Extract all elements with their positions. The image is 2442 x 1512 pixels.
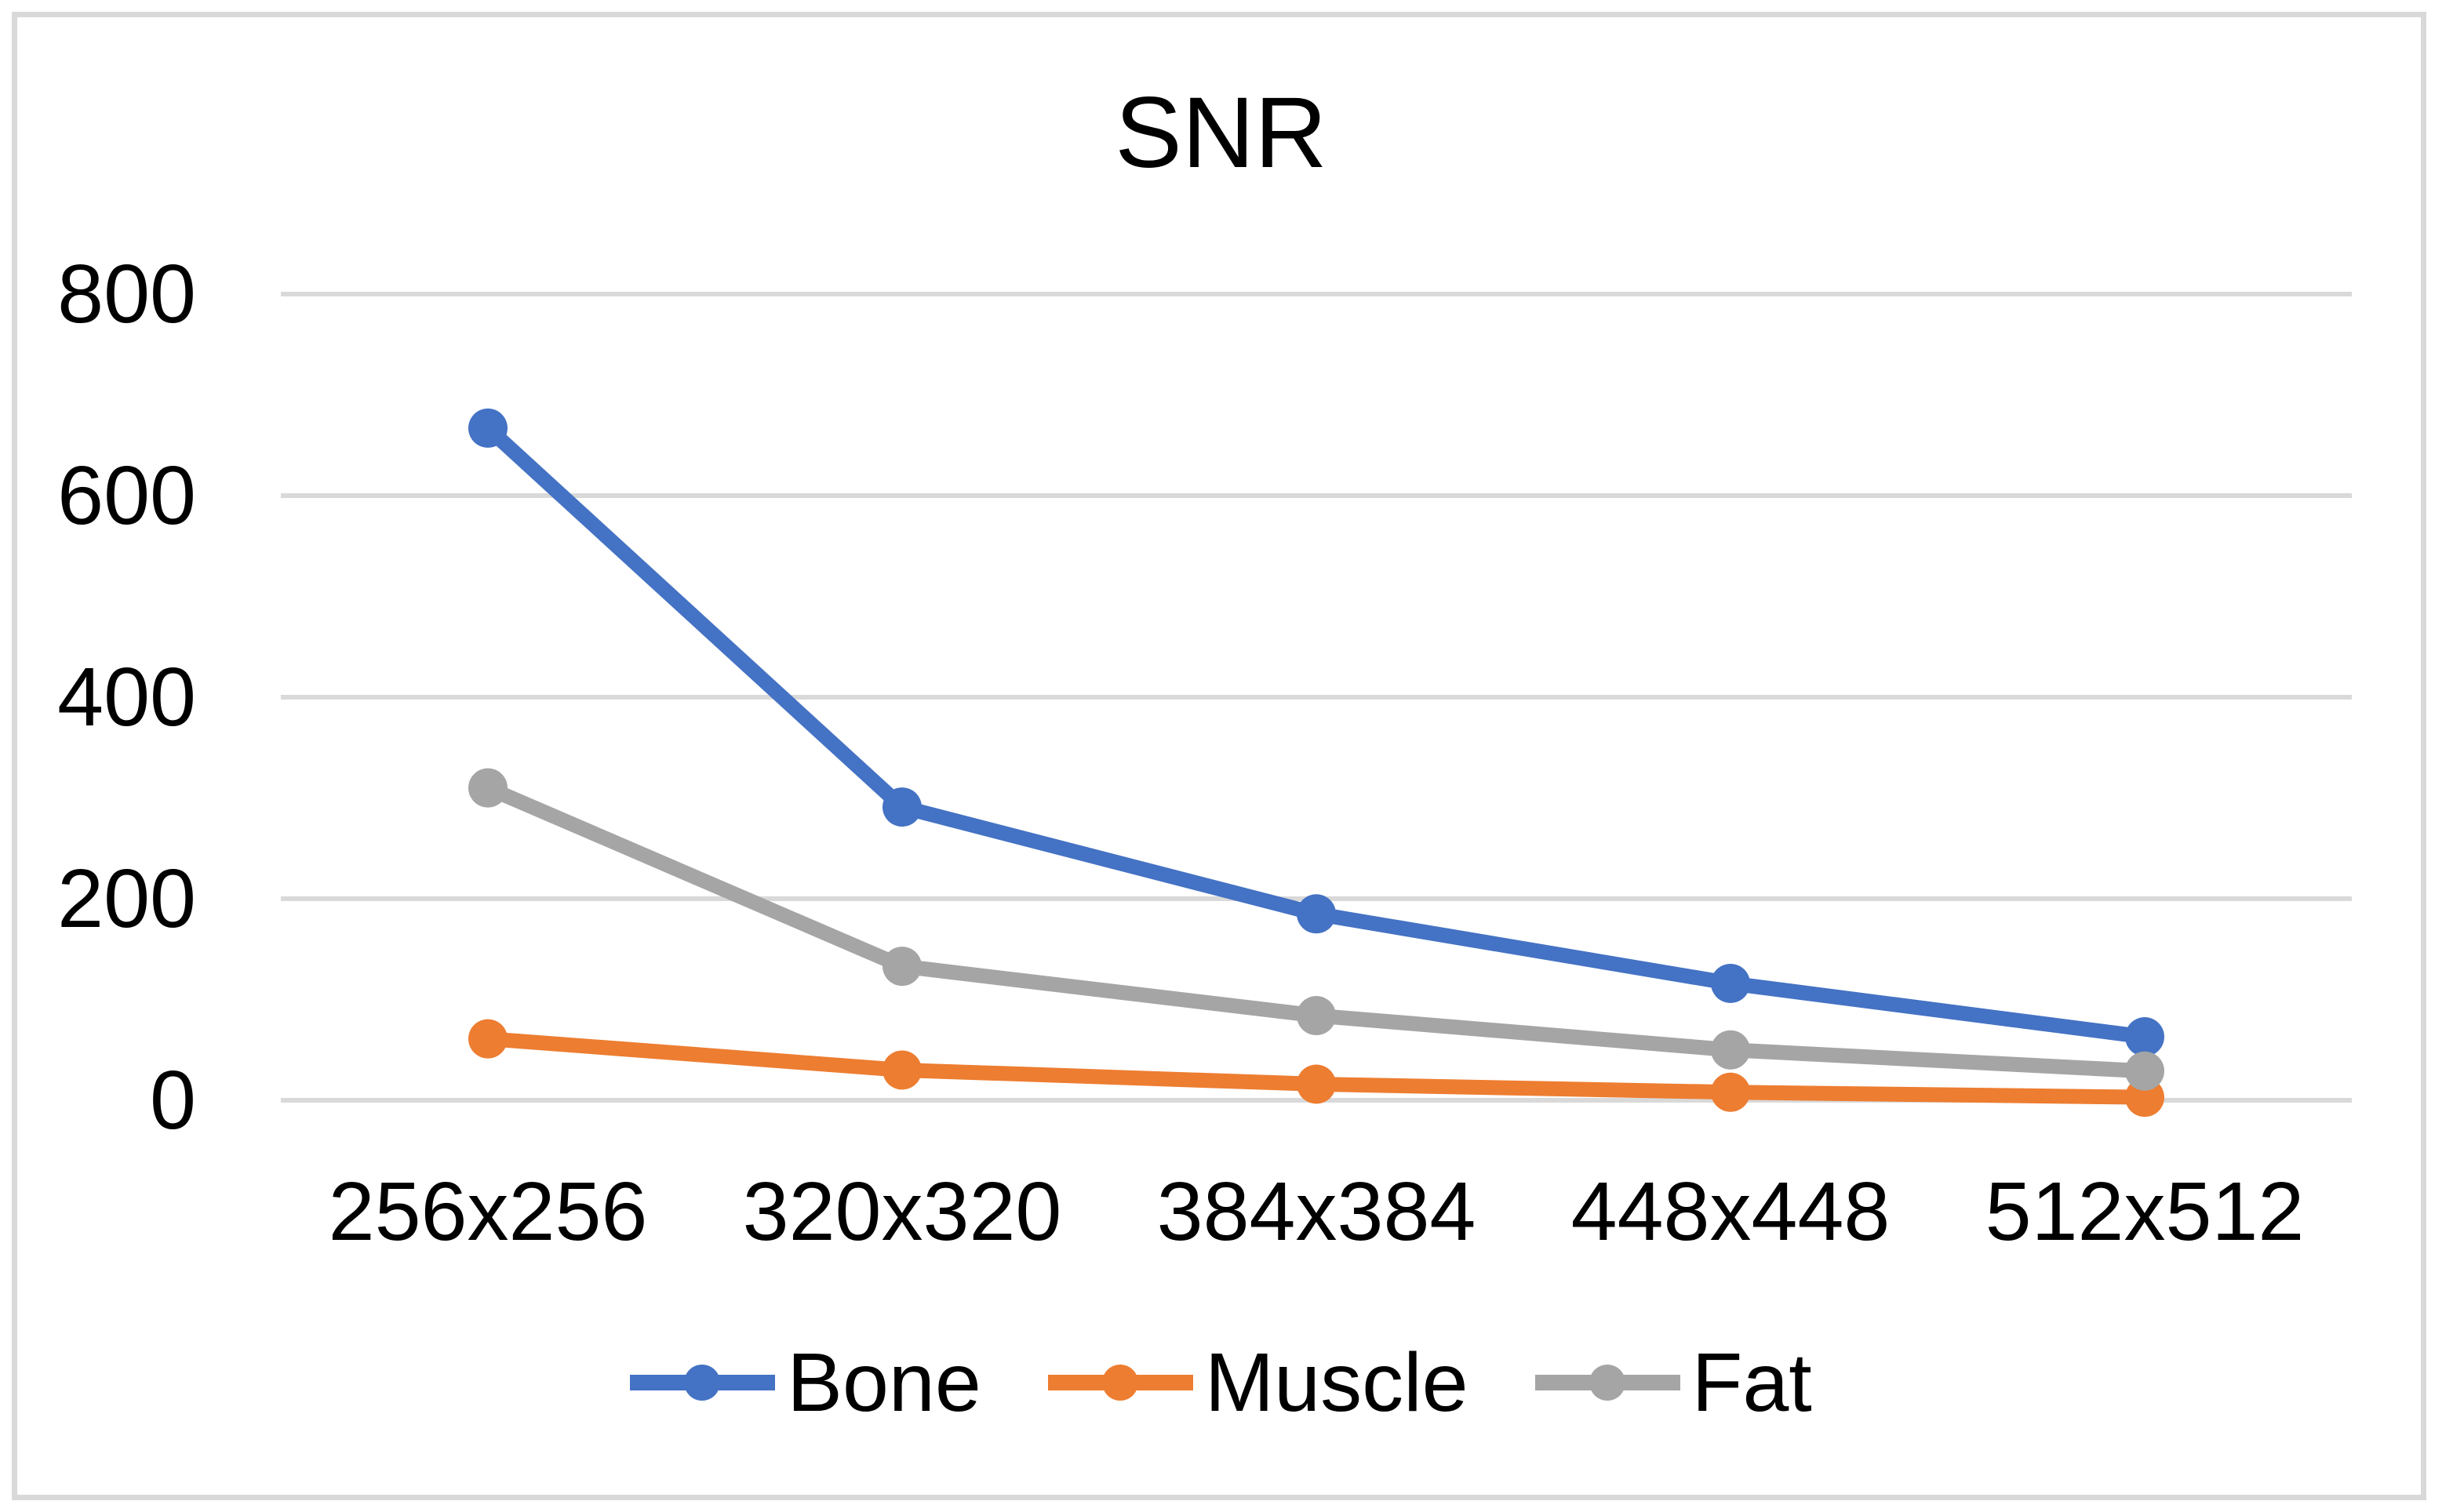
legend-label: Bone [787,1336,981,1429]
y-tick-label: 200 [57,852,196,945]
y-tick-label: 800 [57,248,196,340]
legend-item: Muscle [1047,1336,1468,1429]
data-point-marker [1297,996,1336,1036]
y-tick-label: 0 [150,1054,196,1147]
y-tick-label: 400 [57,651,196,743]
legend-label: Fat [1691,1336,1812,1429]
legend-label: Muscle [1204,1336,1468,1429]
x-tick-label: 384x384 [1156,1165,1476,1258]
data-point-marker [1297,1064,1336,1104]
chart-title: SNR [1115,77,1327,189]
x-tick-label: 320x320 [742,1165,1062,1258]
data-point-marker [468,768,508,808]
x-tick-label: 448x448 [1570,1165,1891,1258]
legend-line-marker-icon [1047,1365,1193,1401]
data-point-marker [1297,894,1336,934]
data-point-marker [883,947,922,987]
y-tick-label: 600 [57,449,196,542]
series-line [480,420,2153,1045]
data-point-marker [1711,1072,1750,1112]
legend-item: Bone [630,1341,981,1424]
legend-item: Fat [1534,1336,1812,1429]
data-point-marker [1711,1030,1750,1070]
legend-line-marker-icon [1534,1365,1680,1401]
x-tick-label: 512x512 [1985,1165,2305,1258]
data-point-marker [468,408,508,448]
data-point-marker [2125,1017,2164,1057]
x-tick-label: 256x256 [328,1165,648,1258]
data-point-marker [883,787,922,827]
data-point-marker [1711,963,1750,1003]
data-point-marker [468,1019,508,1059]
data-point-marker [883,1050,922,1090]
legend-line-marker-icon [630,1365,776,1401]
data-point-marker [2125,1051,2164,1091]
chart-legend: Bone Muscle Fat [0,1341,2442,1424]
